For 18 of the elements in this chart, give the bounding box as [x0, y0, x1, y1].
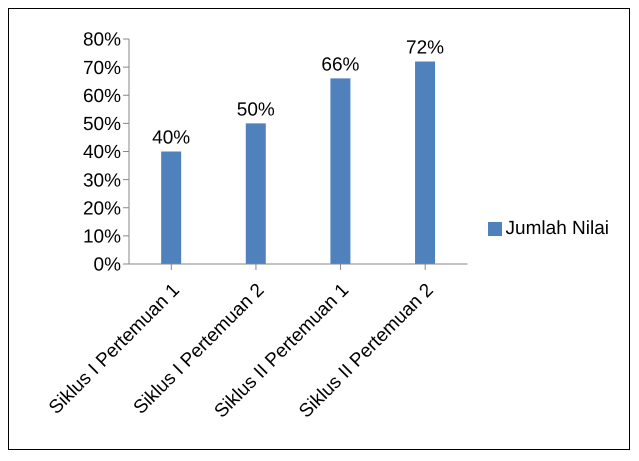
y-tick-label: 0% [94, 254, 122, 276]
y-tick-label: 10% [82, 226, 122, 248]
y-tick-label: 50% [82, 114, 122, 136]
data-label: 40% [152, 128, 190, 148]
y-tick-label: 70% [82, 58, 122, 79]
y-tick-label: 40% [82, 142, 122, 164]
y-tick-label: 20% [82, 198, 122, 220]
data-label: 66% [321, 54, 360, 76]
y-tick-label: 80% [82, 30, 122, 51]
data-label: 72% [406, 38, 444, 58]
bar [161, 152, 182, 264]
bar [330, 78, 350, 264]
y-tick-label: 30% [82, 170, 122, 192]
bar [415, 62, 436, 264]
data-label: 50% [236, 99, 275, 120]
bar [246, 123, 266, 264]
legend-label: Jumlah Nilai [506, 218, 609, 239]
y-tick-label: 60% [82, 86, 122, 107]
